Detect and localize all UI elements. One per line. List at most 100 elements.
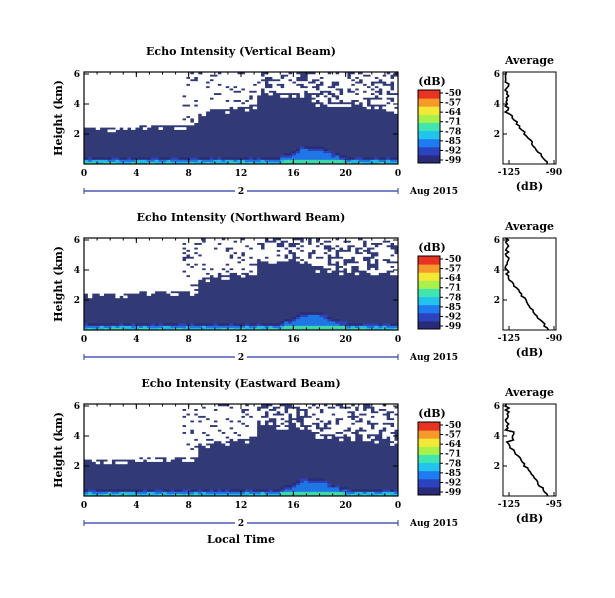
x-tick-label: 20 [339, 169, 352, 179]
avg-x-tick-label: -95 [546, 500, 562, 510]
x-tick-label: 0 [81, 169, 87, 179]
colorbar-tick-label: -92 [445, 478, 461, 488]
x-tick-label: 16 [287, 169, 300, 179]
colorbar-segment [418, 114, 440, 123]
avg-y-tick-label: 6 [494, 236, 500, 246]
x-tick-label: 8 [186, 169, 192, 179]
colorbar-frame [417, 421, 441, 496]
avg-x-axis-label: (dB) [516, 180, 543, 193]
date-suffix-label: Aug 2015 [409, 353, 458, 363]
colorbar-segment [418, 106, 440, 115]
colorbar-tick-label: -64 [445, 274, 461, 284]
colorbar-tick-label: -85 [445, 303, 461, 313]
avg-x-axis-label: (dB) [516, 346, 543, 359]
avg-y-tick-label: 6 [494, 402, 500, 412]
avg-x-tick-label: -125 [498, 334, 521, 344]
avg-y-tick-label: 4 [494, 100, 500, 110]
colorbar-segment [418, 304, 440, 314]
x-tick-label: 12 [235, 335, 248, 345]
colorbar-segment [418, 122, 440, 132]
y-tick-label: 4 [74, 266, 80, 276]
colorbar-segment [418, 454, 440, 464]
panel-1: Echo Intensity (Northward Beam) 0 4 8 12 16 20… [52, 211, 562, 363]
colorbar-segment [418, 90, 440, 99]
y-tick-label: 6 [74, 236, 80, 246]
avg-x-tick-label: -125 [498, 168, 521, 178]
colorbar-tick-label: -85 [445, 137, 461, 147]
panel-title: Echo Intensity (Eastward Beam) [141, 377, 340, 390]
avg-y-tick-label: 6 [494, 70, 500, 80]
colorbar-tick-label: -57 [445, 99, 461, 109]
echo-band [84, 478, 399, 497]
x-tick-label: 0 [395, 335, 401, 345]
x-tick-label: 4 [133, 501, 139, 511]
avg-x-axis-label: (dB) [516, 512, 543, 525]
colorbar-tick-label: -99 [445, 156, 461, 166]
x-tick-label: 20 [339, 335, 352, 345]
colorbar-frame [417, 89, 441, 164]
colorbar-label: (dB) [418, 75, 445, 88]
colorbar-segment [418, 296, 440, 306]
colorbar-label: (dB) [418, 241, 445, 254]
y-axis-label: Height (km) [52, 80, 65, 156]
colorbar-segment [418, 288, 440, 298]
date-label-bg [235, 185, 247, 196]
average-title: Average [504, 220, 554, 233]
date-suffix-label: Aug 2015 [409, 519, 458, 529]
x-tick-label: 8 [186, 335, 192, 345]
colorbar-segment [418, 280, 440, 289]
x-tick-label: 12 [235, 501, 248, 511]
colorbar-segment [418, 98, 440, 107]
colorbar-segment [418, 264, 440, 273]
panel-title: Echo Intensity (Northward Beam) [137, 211, 346, 224]
colorbar-tick-label: -71 [445, 118, 461, 128]
colorbar-segment [418, 462, 440, 472]
colorbar-tick-label: -50 [445, 255, 461, 265]
colorbar-tick-label: -78 [445, 127, 461, 137]
x-tick-label: 0 [81, 501, 87, 511]
panel-2: Echo Intensity (Eastward Beam) 0 4 8 12 16 20 0… [52, 377, 562, 546]
colorbar-tick-label: -71 [445, 284, 461, 294]
colorbar-segment [418, 486, 440, 496]
colorbar-tick-label: -50 [445, 89, 461, 99]
colorbar-tick-label: -99 [445, 488, 461, 498]
colorbar-segment [418, 470, 440, 480]
average-frame [502, 71, 557, 165]
avg-x-tick-label: -125 [498, 500, 521, 510]
colorbar-tick-label: -78 [445, 293, 461, 303]
colorbar-tick-label: -71 [445, 450, 461, 460]
colorbar-tick-label: -50 [445, 421, 461, 431]
no-data-mask [84, 238, 399, 299]
date-day-label: 2 [238, 353, 244, 363]
y-tick-label: 6 [74, 402, 80, 412]
date-day-label: 2 [238, 519, 244, 529]
x-tick-label: 16 [287, 335, 300, 345]
x-tick-label: 20 [339, 501, 352, 511]
avg-x-tick-label: -90 [546, 334, 562, 344]
average-profile-line [504, 237, 550, 331]
colorbar-tick-label: -64 [445, 440, 461, 450]
colorbar-tick-label: -57 [445, 265, 461, 275]
colorbar-tick-label: -85 [445, 469, 461, 479]
avg-y-tick-label: 2 [494, 462, 500, 472]
x-tick-label: 4 [133, 169, 139, 179]
average-title: Average [504, 54, 554, 67]
x-tick-label: 4 [133, 335, 139, 345]
colorbar-segment [418, 130, 440, 140]
colorbar-segment [418, 312, 440, 322]
date-suffix-label: Aug 2015 [409, 187, 458, 197]
date-day-label: 2 [238, 187, 244, 197]
panel-0: Echo Intensity (Vertical Beam) 0 4 8 12 16 20 0… [52, 45, 562, 197]
y-tick-label: 4 [74, 432, 80, 442]
panel-title: Echo Intensity (Vertical Beam) [146, 45, 336, 58]
colorbar-segment [418, 438, 440, 447]
colorbar-segment [418, 446, 440, 455]
avg-y-tick-label: 4 [494, 266, 500, 276]
colorbar-frame [417, 255, 441, 330]
colorbar-segment [418, 320, 440, 330]
average-profile-line [503, 403, 549, 497]
colorbar-segment [418, 146, 440, 156]
x-tick-label: 0 [395, 169, 401, 179]
colorbar-segment [418, 154, 440, 164]
